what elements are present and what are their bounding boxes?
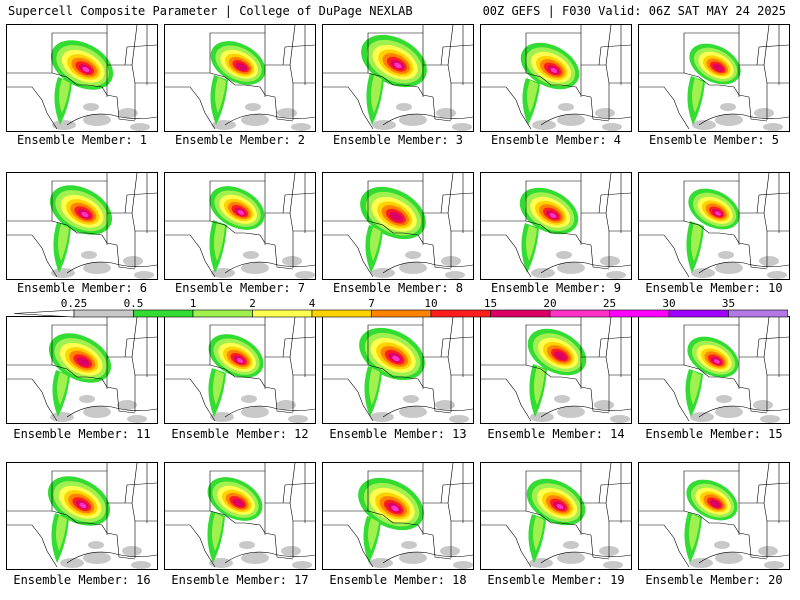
ensemble-member-map	[638, 24, 790, 132]
ensemble-member-map	[322, 462, 474, 570]
colorbar-tick-label: 10	[424, 298, 437, 310]
color-scale-legend: 0.25 0.5 1 2 4 7 10 15 20 25 30 35	[14, 298, 788, 318]
ensemble-member-label: Ensemble Member: 15	[645, 427, 783, 441]
ensemble-member-label: Ensemble Member: 20	[645, 573, 783, 587]
title-left: Supercell Composite Parameter | College …	[8, 4, 413, 18]
colorbar-tick-label: 2	[249, 298, 256, 310]
member-map-graphic	[481, 25, 631, 131]
colorbar-tick-label: 20	[543, 298, 556, 310]
colorbar-segment	[192, 309, 253, 318]
ensemble-member-label: Ensemble Member: 7	[174, 281, 306, 295]
ensemble-member-map	[322, 172, 474, 280]
member-map-graphic	[165, 463, 315, 569]
member-map-graphic	[7, 173, 157, 279]
ensemble-member-label: Ensemble Member: 13	[329, 427, 467, 441]
ensemble-member-map	[164, 172, 316, 280]
ensemble-member-map	[6, 316, 158, 424]
colorbar-segment	[668, 309, 729, 318]
colorbar-segment	[490, 309, 551, 318]
colorbar-left-arrow	[14, 309, 75, 318]
ensemble-member-label: Ensemble Member: 5	[648, 133, 780, 147]
ensemble-member-label: Ensemble Member: 6	[16, 281, 148, 295]
ensemble-member-map	[480, 462, 632, 570]
member-map-graphic	[7, 25, 157, 131]
member-map-graphic	[639, 173, 789, 279]
ensemble-member-label: Ensemble Member: 10	[645, 281, 783, 295]
member-map-graphic	[481, 463, 631, 569]
ensemble-member-map	[480, 316, 632, 424]
ensemble-member-label: Ensemble Member: 4	[490, 133, 622, 147]
ensemble-member-map	[480, 24, 632, 132]
ensemble-member-map	[638, 172, 790, 280]
member-map-graphic	[639, 25, 789, 131]
colorbar-segment	[549, 309, 610, 318]
member-map-graphic	[7, 463, 157, 569]
member-map-graphic	[481, 173, 631, 279]
colorbar-segment	[133, 309, 194, 318]
colorbar-tick-label: 1	[190, 298, 197, 310]
ensemble-member-label: Ensemble Member: 19	[487, 573, 625, 587]
ensemble-member-map	[6, 24, 158, 132]
colorbar-tick-label: 15	[484, 298, 497, 310]
member-map-graphic	[7, 317, 157, 423]
ensemble-member-label: Ensemble Member: 12	[171, 427, 309, 441]
ensemble-member-map	[322, 316, 474, 424]
colorbar-segment	[371, 309, 432, 318]
ensemble-member-map	[164, 24, 316, 132]
colorbar-segment	[728, 309, 788, 318]
member-map-graphic	[481, 317, 631, 423]
colorbar-tick-label: 0.25	[61, 298, 88, 310]
ensemble-member-label: Ensemble Member: 16	[13, 573, 151, 587]
ensemble-member-label: Ensemble Member: 1	[16, 133, 148, 147]
ensemble-member-map	[6, 462, 158, 570]
member-map-graphic	[639, 463, 789, 569]
member-map-graphic	[323, 463, 473, 569]
colorbar-tick-label: 35	[722, 298, 735, 310]
ensemble-member-map	[322, 24, 474, 132]
ensemble-member-label: Ensemble Member: 3	[332, 133, 464, 147]
ensemble-member-label: Ensemble Member: 2	[174, 133, 306, 147]
colorbar-tick-label: 30	[662, 298, 675, 310]
colorbar-tick-label: 4	[309, 298, 316, 310]
ensemble-member-label: Ensemble Member: 8	[332, 281, 464, 295]
title-right: 00Z GEFS | F030 Valid: 06Z SAT MAY 24 20…	[482, 4, 786, 18]
member-map-graphic	[639, 317, 789, 423]
member-map-graphic	[323, 25, 473, 131]
member-map-graphic	[323, 173, 473, 279]
colorbar-tick-label: 7	[368, 298, 375, 310]
colorbar-segment	[609, 309, 670, 318]
colorbar-tick-label: 25	[603, 298, 616, 310]
colorbar-segment	[311, 309, 372, 318]
ensemble-member-map	[638, 316, 790, 424]
ensemble-member-map	[164, 316, 316, 424]
ensemble-member-label: Ensemble Member: 18	[329, 573, 467, 587]
colorbar-tick-label: 0.5	[124, 298, 144, 310]
member-map-graphic	[165, 317, 315, 423]
colorbar-segment	[73, 309, 134, 318]
member-map-graphic	[323, 317, 473, 423]
ensemble-member-map	[638, 462, 790, 570]
ensemble-member-map	[6, 172, 158, 280]
colorbar-segment	[430, 309, 491, 318]
ensemble-member-label: Ensemble Member: 17	[171, 573, 309, 587]
ensemble-member-label: Ensemble Member: 14	[487, 427, 625, 441]
member-map-graphic	[165, 25, 315, 131]
ensemble-member-label: Ensemble Member: 9	[490, 281, 622, 295]
ensemble-member-map	[164, 462, 316, 570]
member-map-graphic	[165, 173, 315, 279]
colorbar-segment	[252, 309, 313, 318]
ensemble-member-map	[480, 172, 632, 280]
ensemble-member-label: Ensemble Member: 11	[13, 427, 151, 441]
